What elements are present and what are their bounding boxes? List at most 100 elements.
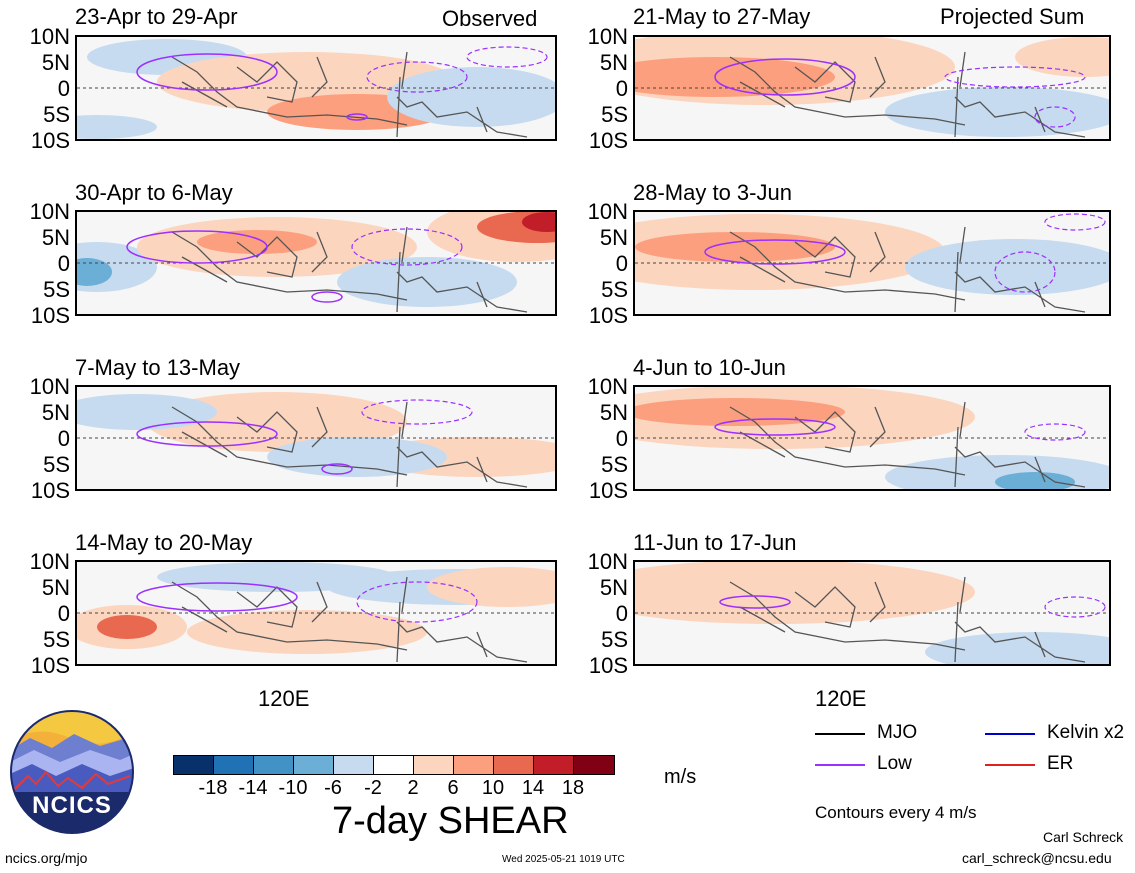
colorbar-swatch — [214, 756, 254, 774]
lat-axis: 10N 5N 0 5S 10S — [29, 549, 70, 678]
panel-title: 28-May to 3-Jun — [633, 180, 792, 205]
ncics-logo: NCICS — [10, 710, 134, 834]
lon-label: 120E — [815, 686, 867, 711]
low-contour — [704, 239, 846, 265]
shear-shading — [635, 562, 975, 624]
coastline — [171, 576, 528, 663]
shear-shading — [635, 232, 835, 262]
lat-axis: 10N 5N 0 5S 10S — [587, 24, 628, 153]
low-contour-negative — [1044, 213, 1106, 231]
low-contour-negative — [356, 581, 478, 623]
coastline — [729, 576, 1086, 663]
low-contour — [136, 421, 278, 447]
shear-shading — [387, 67, 555, 127]
shear-shading — [77, 394, 217, 430]
colorbar-swatch — [534, 756, 574, 774]
map-svg — [635, 387, 1109, 489]
colorbar-tick: 10 — [481, 777, 505, 799]
colorbar-tick: 14 — [521, 777, 545, 799]
colorbar-swatch — [454, 756, 494, 774]
low-contour — [311, 291, 343, 303]
observed-label: Observed — [442, 6, 538, 31]
shear-shading — [522, 212, 555, 232]
low-contour — [714, 418, 836, 436]
map-panel — [633, 385, 1111, 491]
colorbar-tick: -14 — [238, 777, 268, 799]
coastline — [729, 226, 1086, 313]
logo-text: NCICS — [32, 792, 112, 819]
lat-axis: 10N 5N 0 5S 10S — [29, 199, 70, 328]
panel-title: 14-May to 20-May — [75, 530, 253, 555]
lon-label: 120E — [258, 686, 310, 711]
low-contour — [346, 113, 368, 121]
colorbar-tick: 18 — [561, 777, 585, 799]
map-panel — [633, 560, 1111, 666]
shear-shading — [427, 567, 555, 607]
footer-url: ncics.org/mjo — [5, 850, 88, 866]
legend-item-kelvin: Kelvin x2 — [985, 722, 1135, 746]
low-contour-negative — [1034, 106, 1076, 128]
colorbar-swatch — [414, 756, 454, 774]
map-svg — [77, 562, 555, 663]
map-panel — [633, 35, 1111, 141]
coastline — [171, 401, 528, 488]
legend-swatch-low — [815, 764, 865, 766]
lat-axis: 10N 5N 0 5S 10S — [587, 199, 628, 328]
lat-axis: 10N 5N 0 5S 10S — [587, 549, 628, 678]
panel-title: 21-May to 27-May — [633, 4, 811, 29]
colorbar-tick: 2 — [407, 777, 419, 799]
map-panel — [75, 210, 557, 316]
low-contour — [719, 595, 791, 609]
low-contour-negative — [944, 66, 1086, 88]
lat-axis: 10N 5N 0 5S 10S — [587, 374, 628, 503]
low-contour-negative — [994, 251, 1056, 293]
shear-shading — [77, 115, 157, 139]
colorbar-tick: 6 — [447, 777, 459, 799]
map-panel — [75, 35, 557, 141]
chart-title: 7-day SHEAR — [332, 800, 569, 842]
colorbar-tick: -18 — [198, 777, 228, 799]
low-contour — [714, 58, 856, 96]
shear-shading — [97, 615, 157, 639]
low-contour — [136, 53, 278, 91]
colorbar-swatch — [334, 756, 374, 774]
colorbar-swatch — [254, 756, 294, 774]
panel-title: 23-Apr to 29-Apr — [75, 4, 238, 29]
panel-title: 30-Apr to 6-May — [75, 180, 233, 205]
shear-shading — [77, 258, 112, 286]
colorbar-swatch — [374, 756, 414, 774]
low-contour — [321, 463, 353, 475]
legend-swatch-er — [985, 764, 1035, 766]
legend-item-mjo: MJO — [815, 722, 965, 746]
low-contour-negative — [366, 61, 468, 93]
colorbar-tick: -10 — [278, 777, 308, 799]
shear-shading — [635, 57, 835, 97]
colorbar-units: m/s — [664, 766, 697, 788]
colorbar — [173, 755, 615, 775]
author-name: Carl Schreck — [1043, 829, 1124, 845]
map-svg — [635, 37, 1109, 138]
panel-title: 7-May to 13-May — [75, 355, 241, 380]
legend-item-er: ER — [985, 753, 1135, 777]
low-contour-negative — [466, 46, 548, 68]
shear-shading — [885, 87, 1109, 137]
map-panel — [633, 210, 1111, 316]
shear-shading — [925, 632, 1109, 664]
colorbar-swatch — [294, 756, 334, 774]
colorbar-ticks: -18 -14 -10 -6 -2 2 6 10 14 18 — [193, 777, 593, 800]
map-panel — [75, 560, 557, 666]
low-contour-negative — [361, 399, 473, 425]
author-email: carl_schreck@ncsu.edu — [962, 850, 1112, 866]
panel-title: 11-Jun to 17-Jun — [633, 530, 797, 555]
map-svg — [77, 392, 555, 488]
legend-swatch-mjo — [815, 733, 865, 735]
low-contour — [126, 230, 268, 264]
map-svg — [635, 213, 1109, 313]
coastline — [171, 226, 528, 313]
colorbar-tick: -2 — [364, 777, 382, 799]
legend-swatch-kelvin — [985, 733, 1035, 735]
map-svg — [77, 212, 555, 313]
colorbar-swatch — [574, 756, 614, 774]
colorbar-tick: -6 — [324, 777, 342, 799]
low-contour-negative — [351, 228, 463, 266]
